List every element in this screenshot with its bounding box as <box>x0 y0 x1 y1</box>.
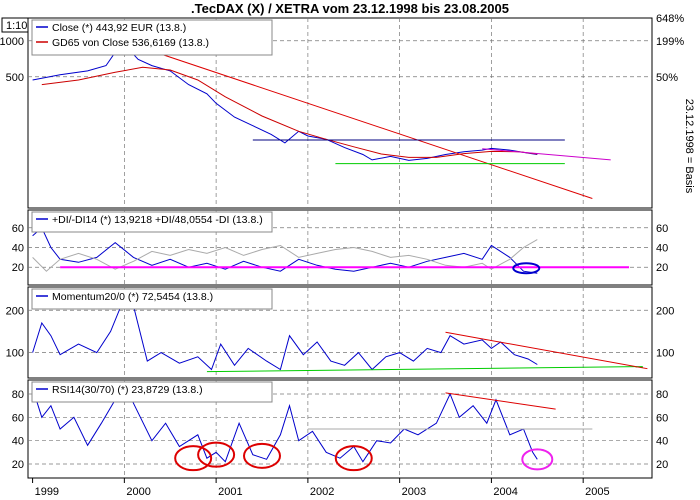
trend-line <box>206 366 643 373</box>
legend-box <box>31 288 273 310</box>
panel-frame <box>27 17 653 209</box>
highlight-ellipse <box>174 445 213 472</box>
legend-entry: Momentum20/0 (*) 72,5454 (13.8.) <box>52 291 213 303</box>
y-tick-label-right: 20 <box>656 459 668 471</box>
y-tick-label-right: 100 <box>656 348 674 360</box>
trend-line <box>445 392 556 410</box>
chart-title: .TecDAX (X) / XETRA vom 23.12.1998 bis 2… <box>191 1 509 16</box>
trend-line <box>124 41 593 200</box>
y-tick-label-right: 40 <box>656 243 668 255</box>
y-tick-label-left: 200 <box>6 305 24 317</box>
y-tick-label-right: 199% <box>656 36 684 48</box>
y-tick-label-right: 200 <box>656 305 674 317</box>
panel-frame <box>27 379 653 479</box>
y-tick-label-left: 40 <box>12 243 24 255</box>
legend-box <box>31 211 273 233</box>
y-tick-label-left: 500 <box>6 72 24 84</box>
legend: RSI14(30/70) (*) 23,8729 (13.8.) <box>31 381 273 403</box>
legend-entry: +DI/-DI14 (*) 13,9218 +DI/48,0554 -DI (1… <box>52 214 263 226</box>
series-line <box>32 226 538 274</box>
y-tick-label-left: 100 <box>6 348 24 360</box>
legend-box <box>31 381 273 403</box>
y-tick-label-right: 20 <box>656 262 668 274</box>
y-tick-label-right: 40 <box>656 436 668 448</box>
y-tick-label-left: 40 <box>12 436 24 448</box>
highlight-ellipse <box>521 448 554 471</box>
legend-entry: Close (*) 443,92 EUR (13.8.) <box>52 22 186 34</box>
x-tick-label: 2003 <box>402 486 426 498</box>
x-tick-label: 1999 <box>35 486 59 498</box>
series-line <box>32 43 538 161</box>
side-label: 23.12.1998 = Basis <box>683 99 695 194</box>
scale-box[interactable] <box>1 17 29 33</box>
series-line <box>41 66 538 158</box>
x-tick-label: 2000 <box>126 486 150 498</box>
legend-box <box>31 19 273 56</box>
x-tick-label: 2005 <box>585 486 609 498</box>
legend: +DI/-DI14 (*) 13,9218 +DI/48,0554 -DI (1… <box>31 211 273 233</box>
highlight-ellipse <box>197 441 236 468</box>
y-tick-label-right: 60 <box>656 412 668 424</box>
y-tick-label-left: 1000 <box>0 36 24 48</box>
legend: Close (*) 443,92 EUR (13.8.) GD65 von Clo… <box>31 19 273 56</box>
series-line <box>32 296 538 371</box>
y-tick-label-right: 80 <box>656 389 668 401</box>
projection-line <box>482 148 611 161</box>
x-tick-label: 2004 <box>493 486 517 498</box>
highlight-ellipse <box>334 445 373 472</box>
y-tick-label-right: 648% <box>656 13 684 25</box>
highlight-ellipse <box>512 262 541 275</box>
y-tick-label-right: 60 <box>656 223 668 235</box>
series-line <box>32 383 538 463</box>
x-tick-label: 2002 <box>310 486 334 498</box>
legend-entry: GD65 von Close 536,6169 (13.8.) <box>52 37 209 49</box>
y-tick-label-left: 20 <box>12 262 24 274</box>
y-tick-label-left: 60 <box>12 223 24 235</box>
y-tick-label-left: 60 <box>12 412 24 424</box>
y-tick-label-right: 50% <box>656 72 678 84</box>
x-tick-label: 2001 <box>218 486 242 498</box>
highlight-ellipse <box>243 442 281 469</box>
panel-frame <box>27 286 653 379</box>
trend-line <box>445 331 648 370</box>
y-tick-label-left: 20 <box>12 459 24 471</box>
y-tick-label-left: 80 <box>12 389 24 401</box>
legend: Momentum20/0 (*) 72,5454 (13.8.) <box>31 288 273 310</box>
legend-entry: RSI14(30/70) (*) 23,8729 (13.8.) <box>52 384 203 396</box>
scale-label: 1:10 <box>6 20 27 32</box>
